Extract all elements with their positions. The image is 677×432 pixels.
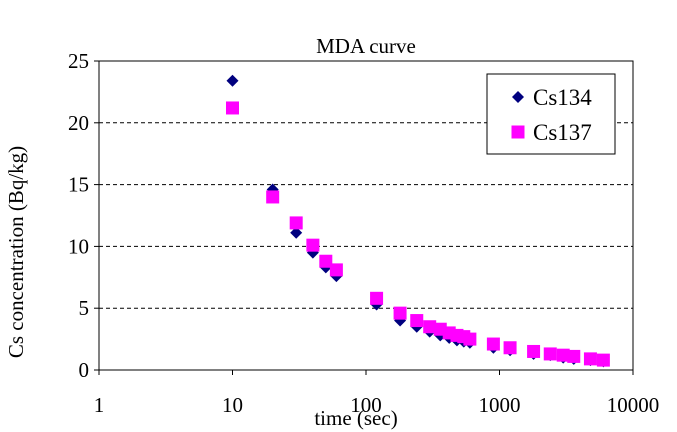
cs137-point — [289, 216, 303, 230]
cs134-point — [226, 74, 239, 87]
cs137-point — [370, 291, 384, 305]
cs137-point — [226, 101, 239, 115]
cs137-point — [503, 341, 517, 355]
x-axis-label: time (sec) — [314, 406, 397, 430]
legend: Cs134 Cs137 — [486, 73, 616, 155]
y-tick-label: 5 — [79, 296, 90, 320]
cs137-point — [306, 238, 320, 252]
legend-label-cs137: Cs137 — [533, 120, 592, 145]
y-tick-label: 10 — [68, 234, 89, 258]
cs137-point — [567, 349, 581, 363]
x-tick-label: 10000 — [607, 393, 660, 417]
cs137-point — [543, 347, 557, 361]
cs137-point — [583, 352, 597, 366]
y-axis-label: Cs concentration (Bq/kg) — [4, 146, 28, 358]
cs137-point — [410, 314, 424, 328]
x-tick-label: 1000 — [479, 393, 521, 417]
ticks: 0 5 10 15 20 25 1 10 100 1000 10000 — [68, 49, 659, 417]
cs137-point — [527, 344, 541, 358]
y-tick-label: 0 — [79, 358, 90, 382]
y-tick-label: 25 — [68, 49, 89, 73]
y-tick-label: 20 — [68, 111, 89, 135]
chart-title: MDA curve — [316, 34, 416, 58]
cs134-point — [290, 226, 303, 239]
cs137-point — [463, 332, 477, 346]
cs137-point — [556, 348, 570, 362]
cs137-point — [393, 306, 407, 320]
legend-box — [486, 73, 616, 155]
cs137-point — [329, 263, 343, 277]
cs137-point — [596, 353, 610, 367]
legend-label-cs134: Cs134 — [533, 85, 592, 110]
x-tick-label: 10 — [222, 393, 243, 417]
cs137-point — [486, 337, 500, 351]
legend-marker-cs137 — [511, 125, 525, 139]
cs137-point — [423, 320, 437, 334]
x-tick-label: 1 — [94, 393, 105, 417]
cs137-point — [319, 254, 333, 268]
y-tick-label: 15 — [68, 173, 89, 197]
x-tick-label: 100 — [350, 393, 382, 417]
data-points — [226, 74, 610, 368]
legend-marker-cs134 — [512, 91, 524, 103]
cs137-point — [266, 190, 280, 204]
